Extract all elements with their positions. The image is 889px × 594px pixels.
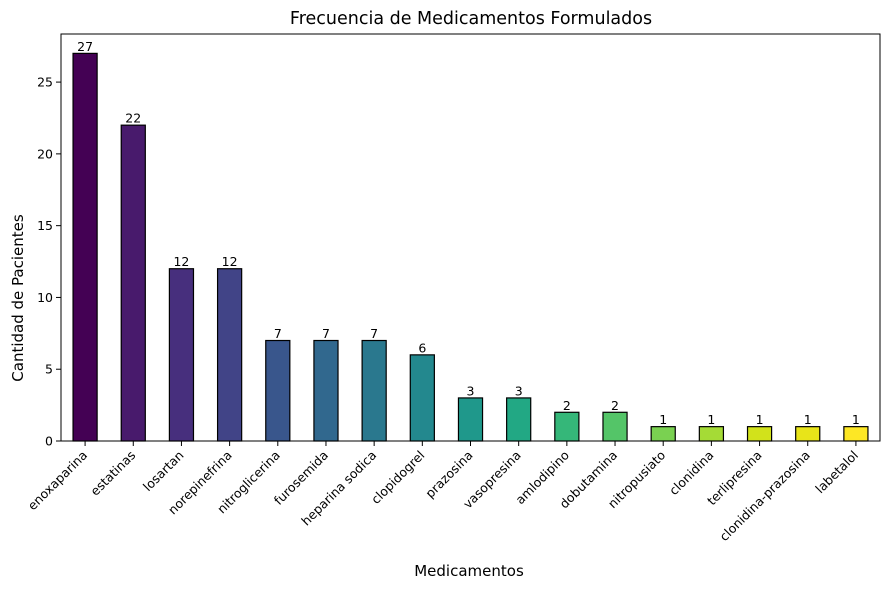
bar-clonidina [698, 426, 725, 442]
bar-furosemida [313, 339, 339, 442]
axes-frame [60, 33, 881, 442]
bar-enoxaparina [72, 52, 98, 442]
data-label: 2 [563, 398, 571, 413]
data-label: 7 [274, 326, 282, 341]
bar-dobutamina [602, 411, 628, 442]
y-tick-label: 5 [45, 362, 53, 377]
y-tick-label: 20 [37, 146, 53, 161]
bar-losartan [168, 268, 195, 442]
y-tick-label: 0 [45, 434, 53, 449]
x-tick-label: losartan [140, 448, 187, 495]
x-tick-label: clonidina-prazosina [716, 448, 812, 544]
bar-terlipresina [746, 426, 773, 442]
bar-clopidogrel [409, 354, 435, 442]
bar-nitroglicerina [265, 339, 291, 442]
x-tick-label: labetalol [812, 448, 861, 497]
x-tick-label: enoxaparina [25, 448, 91, 514]
y-axis-label: Cantidad de Pacientes [9, 214, 27, 382]
bar-prazosina [457, 397, 484, 442]
bar-norepinefrina [216, 268, 243, 442]
bar-clonidina-prazosina [795, 426, 821, 442]
data-label: 7 [370, 326, 378, 341]
data-label: 12 [222, 254, 238, 269]
x-tick-label: clonidina [666, 448, 716, 498]
data-label: 1 [707, 412, 715, 427]
data-label: 1 [852, 412, 860, 427]
data-label: 27 [77, 39, 93, 54]
data-label: 3 [467, 383, 475, 398]
bar-labetalol [843, 426, 869, 442]
x-axis-label: Medicamentos [414, 562, 524, 580]
data-label: 7 [322, 326, 330, 341]
data-label: 1 [804, 412, 812, 427]
data-label: 12 [173, 254, 189, 269]
data-label: 2 [611, 398, 619, 413]
bar-heparina sodica [361, 339, 387, 442]
data-label: 1 [756, 412, 764, 427]
bar-nitropusiato [650, 426, 676, 442]
data-label: 22 [125, 111, 141, 126]
bar-vasopresina [506, 397, 532, 442]
data-label: 6 [418, 340, 426, 355]
y-tick-label: 10 [37, 290, 53, 305]
bar-amlodipino [554, 411, 580, 442]
y-tick-label: 15 [37, 218, 53, 233]
y-tick-label: 25 [37, 75, 53, 90]
x-tick-label: estatinas [87, 448, 138, 499]
plot-area: 051015202527enoxaparina22estatinas12losa… [25, 33, 881, 544]
data-label: 1 [659, 412, 667, 427]
bar-estatinas [120, 124, 146, 442]
data-label: 3 [515, 383, 523, 398]
chart-title: Frecuencia de Medicamentos Formulados [290, 9, 652, 29]
